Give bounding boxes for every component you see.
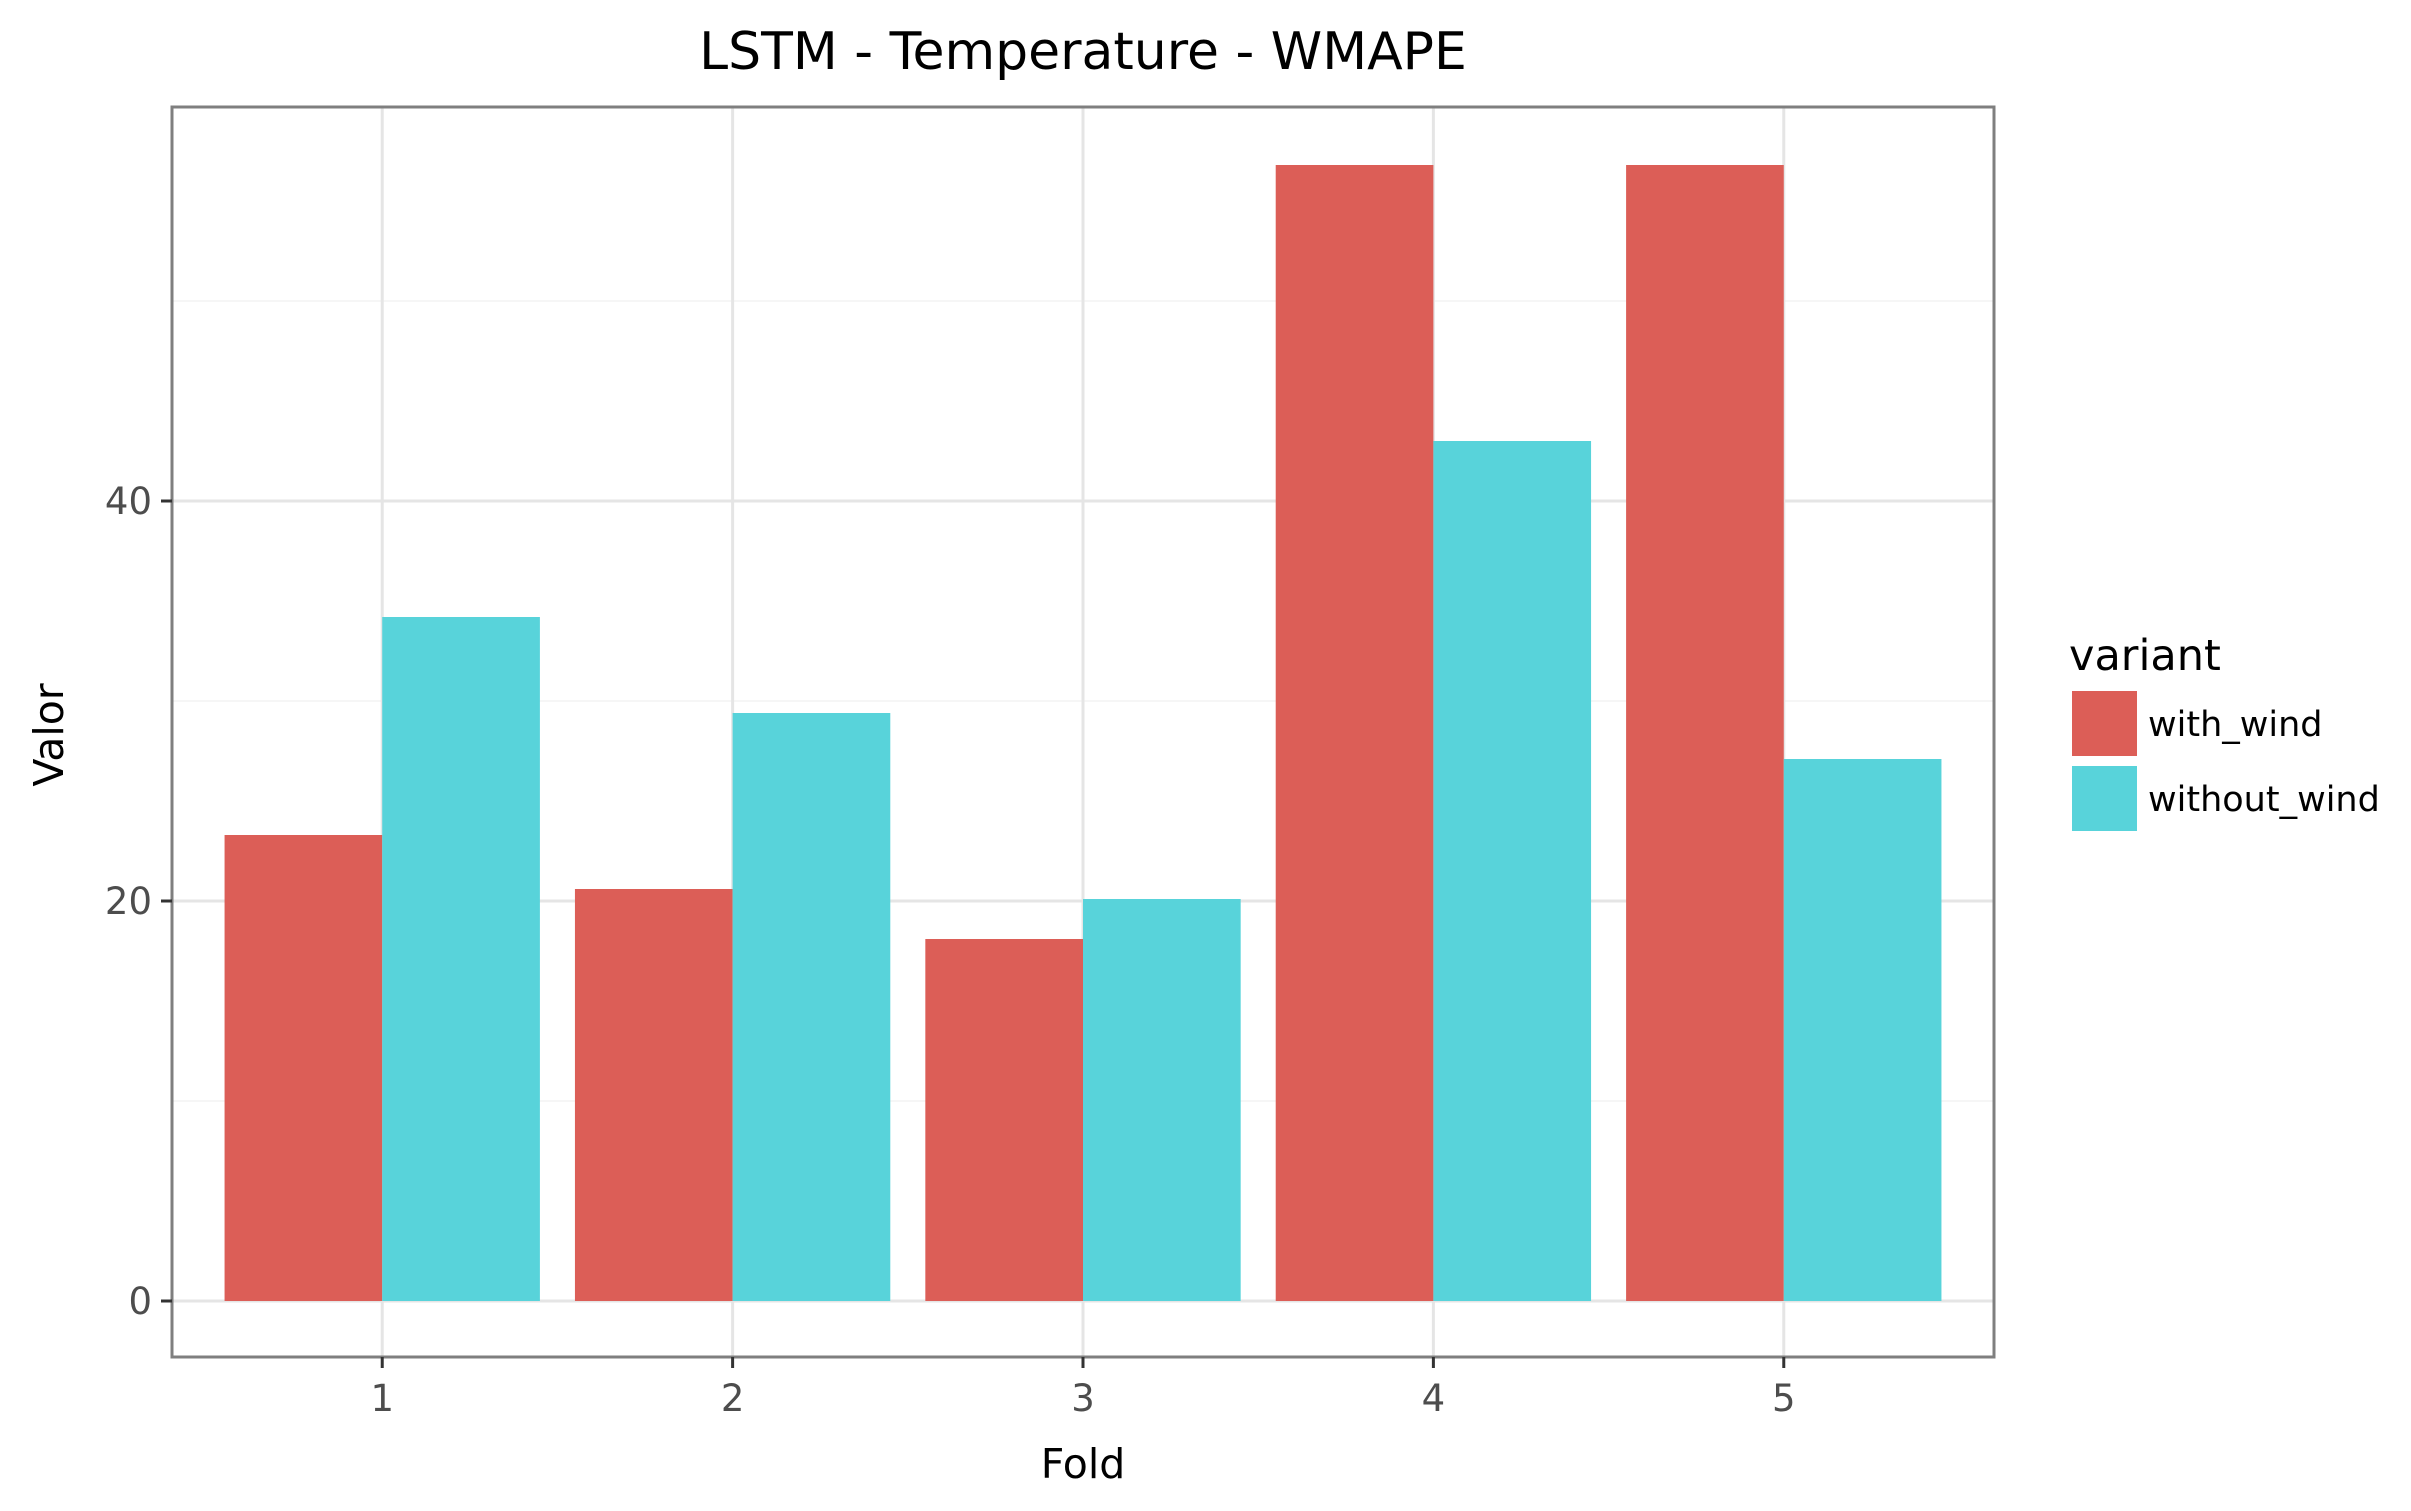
- legend-key-with_wind: [2072, 691, 2137, 756]
- legend-key-without_wind: [2072, 766, 2137, 831]
- x-tick-label: 3: [1071, 1377, 1095, 1420]
- bars: [224, 165, 1942, 1301]
- x-axis: 1 2 3 4 5: [370, 1357, 1796, 1420]
- legend-label-without_wind: without_wind: [2148, 780, 2380, 820]
- bar-with_wind-5: [1626, 165, 1784, 1301]
- legend-title: variant: [2069, 631, 2221, 681]
- bar-without_wind-4: [1433, 441, 1592, 1301]
- bar-without_wind-3: [1083, 899, 1241, 1301]
- y-axis-title: Valor: [25, 683, 73, 786]
- bar-with_wind-3: [925, 939, 1083, 1301]
- x-axis-title: Fold: [1041, 1440, 1126, 1488]
- legend-label-with_wind: with_wind: [2148, 705, 2323, 745]
- bar-without_wind-1: [382, 617, 540, 1301]
- x-tick-label: 5: [1772, 1377, 1796, 1420]
- x-tick-label: 2: [721, 1377, 745, 1420]
- bar-without_wind-5: [1783, 759, 1942, 1301]
- bar-with_wind-1: [224, 835, 383, 1301]
- y-axis: 0 20 40: [105, 480, 172, 1323]
- y-tick-label: 0: [128, 1280, 152, 1323]
- x-tick-label: 4: [1422, 1377, 1446, 1420]
- bar-without_wind-2: [732, 713, 891, 1301]
- legend: variant with_wind without_wind: [2069, 631, 2380, 831]
- bar-with_wind-2: [574, 889, 733, 1301]
- bar-with_wind-4: [1275, 165, 1434, 1301]
- chart-title: LSTM - Temperature - WMAPE: [699, 22, 1467, 82]
- y-tick-label: 40: [105, 480, 152, 523]
- y-tick-label: 20: [105, 880, 152, 923]
- x-tick-label: 1: [370, 1377, 394, 1420]
